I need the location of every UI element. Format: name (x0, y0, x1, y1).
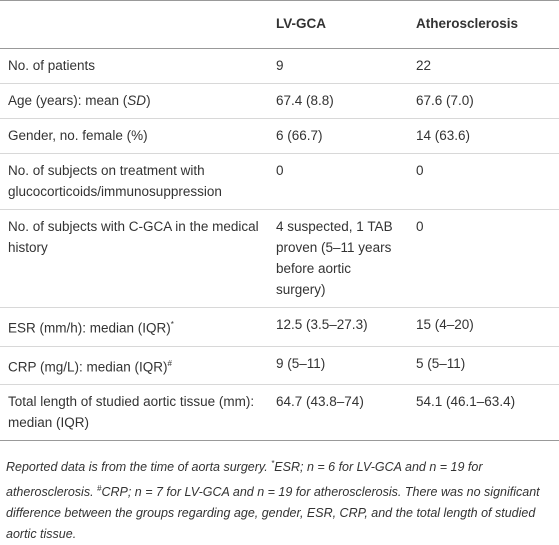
label-text: No. of patients (8, 58, 96, 73)
table-row: Gender, no. female (%) 6 (66.7) 14 (63.6) (0, 118, 559, 154)
value-cell: 0 (408, 153, 559, 210)
label-text: No. of subjects with C-GCA in the medica… (8, 219, 259, 255)
table-row: No. of subjects with C-GCA in the medica… (0, 209, 559, 308)
value-cell: 0 (408, 209, 559, 308)
value-cell: 5 (5–11) (408, 346, 559, 385)
header-cell: Atherosclerosis (408, 0, 559, 49)
table-row: CRP (mg/L): median (IQR)# 9 (5–11) 5 (5–11… (0, 346, 559, 385)
label-text: ESR (mm/h): median (IQR) (8, 320, 171, 336)
row-label: No. of subjects on treatment with glucoc… (0, 153, 268, 210)
label-text: SD (127, 93, 147, 108)
table-body: No. of patients 9 22 Age (years): mean (SD)… (0, 48, 559, 441)
value-cell: 54.1 (46.1–63.4) (408, 384, 559, 441)
table-row: Total length of studied aortic tissue (m… (0, 384, 559, 441)
value-cell: 15 (4–20) (408, 307, 559, 347)
table-row: No. of subjects on treatment with glucoc… (0, 153, 559, 210)
header-empty (0, 0, 268, 49)
row-label: Age (years): mean (SD) (0, 83, 268, 119)
label-text: Total length of studied aortic tissue (m… (8, 394, 255, 430)
value-cell: 4 suspected, 1 TAB proven (5–11 years be… (268, 209, 408, 308)
footnote-mark: * (271, 459, 275, 468)
row-label: Total length of studied aortic tissue (m… (0, 384, 268, 441)
value-cell: 67.4 (8.8) (268, 83, 408, 119)
label-text: Gender, no. female (%) (8, 128, 148, 143)
label-text: ) (146, 93, 151, 108)
data-table: LV-GCA Atherosclerosis No. of patients 9 2… (0, 0, 559, 441)
value-cell: 14 (63.6) (408, 118, 559, 154)
row-label: No. of subjects with C-GCA in the medica… (0, 209, 268, 308)
value-cell: 12.5 (3.5–27.3) (268, 307, 408, 347)
label-text: * (170, 320, 174, 329)
value-cell: 64.7 (43.8–74) (268, 384, 408, 441)
row-label: Gender, no. female (%) (0, 118, 268, 154)
value-cell: 22 (408, 48, 559, 84)
label-text: No. of subjects on treatment with glucoc… (8, 163, 222, 199)
footnote-mark: # (97, 484, 102, 494)
row-label: No. of patients (0, 48, 268, 84)
footnote: Reported data is from the time of aorta … (0, 441, 559, 545)
value-cell: 9 (268, 48, 408, 84)
header-row: LV-GCA Atherosclerosis (0, 0, 559, 49)
value-cell: 0 (268, 153, 408, 210)
value-cell: 6 (66.7) (268, 118, 408, 154)
header-cell: LV-GCA (268, 0, 408, 49)
table-row: Age (years): mean (SD) 67.4 (8.8) 67.6 (7.… (0, 83, 559, 119)
table-row: No. of patients 9 22 (0, 48, 559, 84)
value-cell: 67.6 (7.0) (408, 83, 559, 119)
row-label: ESR (mm/h): median (IQR)* (0, 307, 268, 347)
footnote-text: Reported data is from the time of aorta … (6, 460, 272, 475)
label-text: CRP (mg/L): median (IQR) (8, 359, 168, 374)
label-text: Age (years): mean ( (8, 93, 128, 108)
table-row: ESR (mm/h): median (IQR)* 12.5 (3.5–27.3)… (0, 307, 559, 347)
value-cell: 9 (5–11) (268, 346, 408, 385)
label-text: # (167, 358, 172, 368)
row-label: CRP (mg/L): median (IQR)# (0, 346, 268, 385)
